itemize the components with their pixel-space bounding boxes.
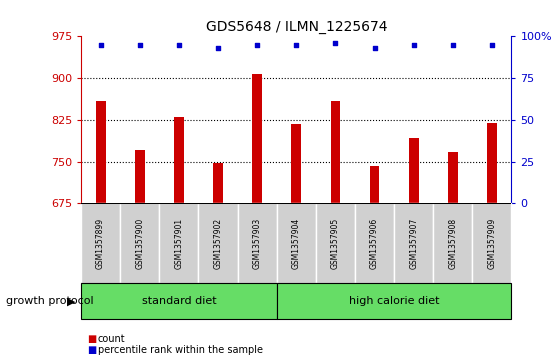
- Text: ■: ■: [87, 334, 96, 344]
- Bar: [81, 283, 277, 319]
- Bar: [394, 203, 433, 283]
- Text: percentile rank within the sample: percentile rank within the sample: [98, 345, 263, 355]
- Text: GSM1357905: GSM1357905: [331, 217, 340, 269]
- Bar: [135, 150, 145, 203]
- Text: GSM1357907: GSM1357907: [409, 217, 418, 269]
- Text: GSM1357903: GSM1357903: [253, 217, 262, 269]
- Point: [214, 45, 222, 51]
- Bar: [433, 203, 472, 283]
- Bar: [238, 203, 277, 283]
- Text: GSM1357902: GSM1357902: [214, 218, 222, 269]
- Bar: [174, 117, 184, 203]
- Bar: [252, 74, 262, 203]
- Bar: [472, 203, 511, 283]
- Bar: [198, 203, 238, 283]
- Bar: [316, 203, 355, 283]
- Point: [409, 42, 418, 48]
- Text: GSM1357906: GSM1357906: [370, 217, 379, 269]
- Text: GSM1357901: GSM1357901: [174, 218, 183, 269]
- Text: GSM1357909: GSM1357909: [487, 217, 496, 269]
- Text: count: count: [98, 334, 125, 344]
- Point: [448, 42, 457, 48]
- Bar: [487, 123, 497, 203]
- Point: [174, 42, 183, 48]
- Bar: [291, 124, 301, 203]
- Title: GDS5648 / ILMN_1225674: GDS5648 / ILMN_1225674: [206, 20, 387, 34]
- Text: ▶: ▶: [67, 296, 75, 306]
- Point: [487, 42, 496, 48]
- Bar: [213, 163, 223, 203]
- Point: [253, 42, 262, 48]
- Text: growth protocol: growth protocol: [6, 296, 93, 306]
- Bar: [159, 203, 198, 283]
- Bar: [277, 203, 316, 283]
- Bar: [330, 101, 340, 203]
- Text: standard diet: standard diet: [141, 296, 216, 306]
- Bar: [355, 203, 394, 283]
- Point: [135, 42, 144, 48]
- Bar: [369, 166, 380, 203]
- Text: GSM1357899: GSM1357899: [96, 218, 105, 269]
- Point: [96, 42, 105, 48]
- Text: GSM1357908: GSM1357908: [448, 218, 457, 269]
- Bar: [448, 151, 458, 203]
- Text: GSM1357904: GSM1357904: [292, 217, 301, 269]
- Point: [331, 40, 340, 46]
- Bar: [81, 203, 120, 283]
- Bar: [96, 101, 106, 203]
- Bar: [409, 138, 419, 203]
- Text: GSM1357900: GSM1357900: [135, 217, 144, 269]
- Point: [292, 42, 301, 48]
- Text: ■: ■: [87, 345, 96, 355]
- Bar: [120, 203, 159, 283]
- Text: high calorie diet: high calorie diet: [349, 296, 439, 306]
- Bar: [277, 283, 511, 319]
- Point: [370, 45, 379, 51]
